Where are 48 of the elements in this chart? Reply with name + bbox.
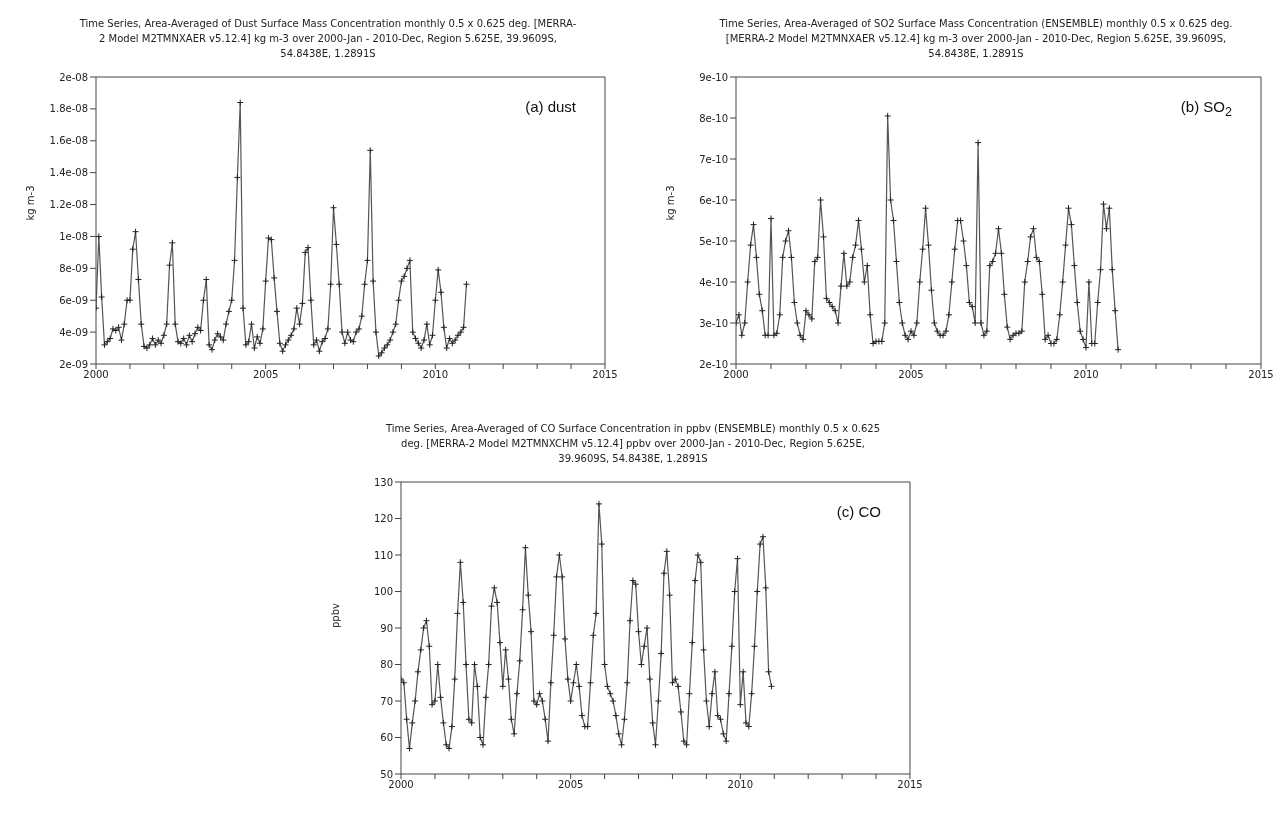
y-tick-label: 2e-09 (59, 358, 88, 370)
x-tick-label: 2010 (1073, 369, 1099, 381)
y-tick-label: 7e-10 (699, 153, 728, 165)
y-tick-label: 9e-10 (699, 71, 728, 83)
y-tick-label: 50 (380, 768, 393, 780)
x-tick-label: 2015 (897, 779, 923, 791)
x-tick-label: 2005 (898, 369, 924, 381)
y-tick-label: 4e-09 (59, 326, 88, 338)
y-tick-label: 6e-09 (59, 294, 88, 306)
y-tick-label: 2e-08 (59, 71, 88, 83)
chart-title: Time Series, Area-Averaged of SO2 Surface Mass Concentration (ENSEMBLE) monthly 0.5 x 0.625 deg. [MERRA-2 Model M2TMNXAER v5.12.4] kg m-3 over 2000-Jan - 2010-Dec, Region 5.625E, 39.9609S, 54.8438E, 1.2891S (718, 17, 1234, 61)
y-tick-label: 100 (373, 586, 393, 598)
x-tick-label: 2015 (592, 369, 618, 381)
y-tick-label: 120 (373, 513, 393, 525)
y-tick-label: 110 (373, 549, 393, 561)
annotation: (a) dust (525, 98, 576, 115)
y-tick-label: 2e-10 (699, 358, 728, 370)
y-tick-label: 5e-10 (699, 235, 728, 247)
y-tick-label: 70 (380, 695, 393, 707)
y-tick-label: 80 (380, 659, 393, 671)
x-tick-label: 2000 (83, 369, 109, 381)
y-tick-label: 1.2e-08 (49, 199, 88, 211)
y-tick-label: 1.4e-08 (49, 167, 88, 179)
y-axis-title: kg m-3 (664, 185, 676, 221)
chart-title: Time Series, Area-Averaged of CO Surface Concentration in ppbv (ENSEMBLE) monthly 0.5 x 0.625 deg. [MERRA-2 Model M2TMNXCHM v5.12.4] ppbv over 2000-Jan - 2010-Dec, Region 5.625E, 39.9609S, 54.8438E, 1.2891S (384, 422, 882, 466)
y-tick-label: 8e-10 (699, 112, 728, 124)
chart-title: Time Series, Area-Averaged of Dust Surface Mass Concentration monthly 0.5 x 0.625 deg. [MERRA-2 Model M2TMNXAER v5.12.4] kg m-3 over 2000-Jan - 2010-Dec, Region 5.625E, 39.9609S, 54.8438E, 1.2891S (78, 17, 578, 61)
x-tick-label: 2010 (727, 779, 754, 791)
x-tick-label: 2000 (723, 369, 749, 381)
y-tick-label: 130 (373, 476, 393, 488)
x-tick-label: 2005 (557, 779, 584, 791)
annotation: (b) SO$_{2}$ (1180, 98, 1232, 119)
x-tick-label: 2015 (1248, 369, 1274, 381)
x-tick-label: 2000 (388, 779, 414, 791)
y-tick-label: 6e-10 (699, 194, 728, 206)
y-tick-label: 1e-08 (59, 230, 88, 242)
y-tick-label: 1.6e-08 (49, 135, 88, 147)
y-tick-label: 1.8e-08 (49, 103, 88, 115)
y-tick-label: 4e-10 (699, 276, 728, 288)
y-axis-title: kg m-3 (24, 185, 36, 221)
y-tick-label: 60 (380, 732, 393, 744)
x-tick-label: 2005 (252, 369, 279, 381)
y-axis-title: ppbv (329, 602, 341, 628)
y-tick-label: 3e-10 (699, 317, 728, 329)
y-tick-label: 90 (380, 622, 393, 634)
annotation: (c) CO (836, 503, 881, 520)
x-tick-label: 2010 (422, 369, 449, 381)
y-tick-label: 8e-09 (59, 262, 88, 274)
